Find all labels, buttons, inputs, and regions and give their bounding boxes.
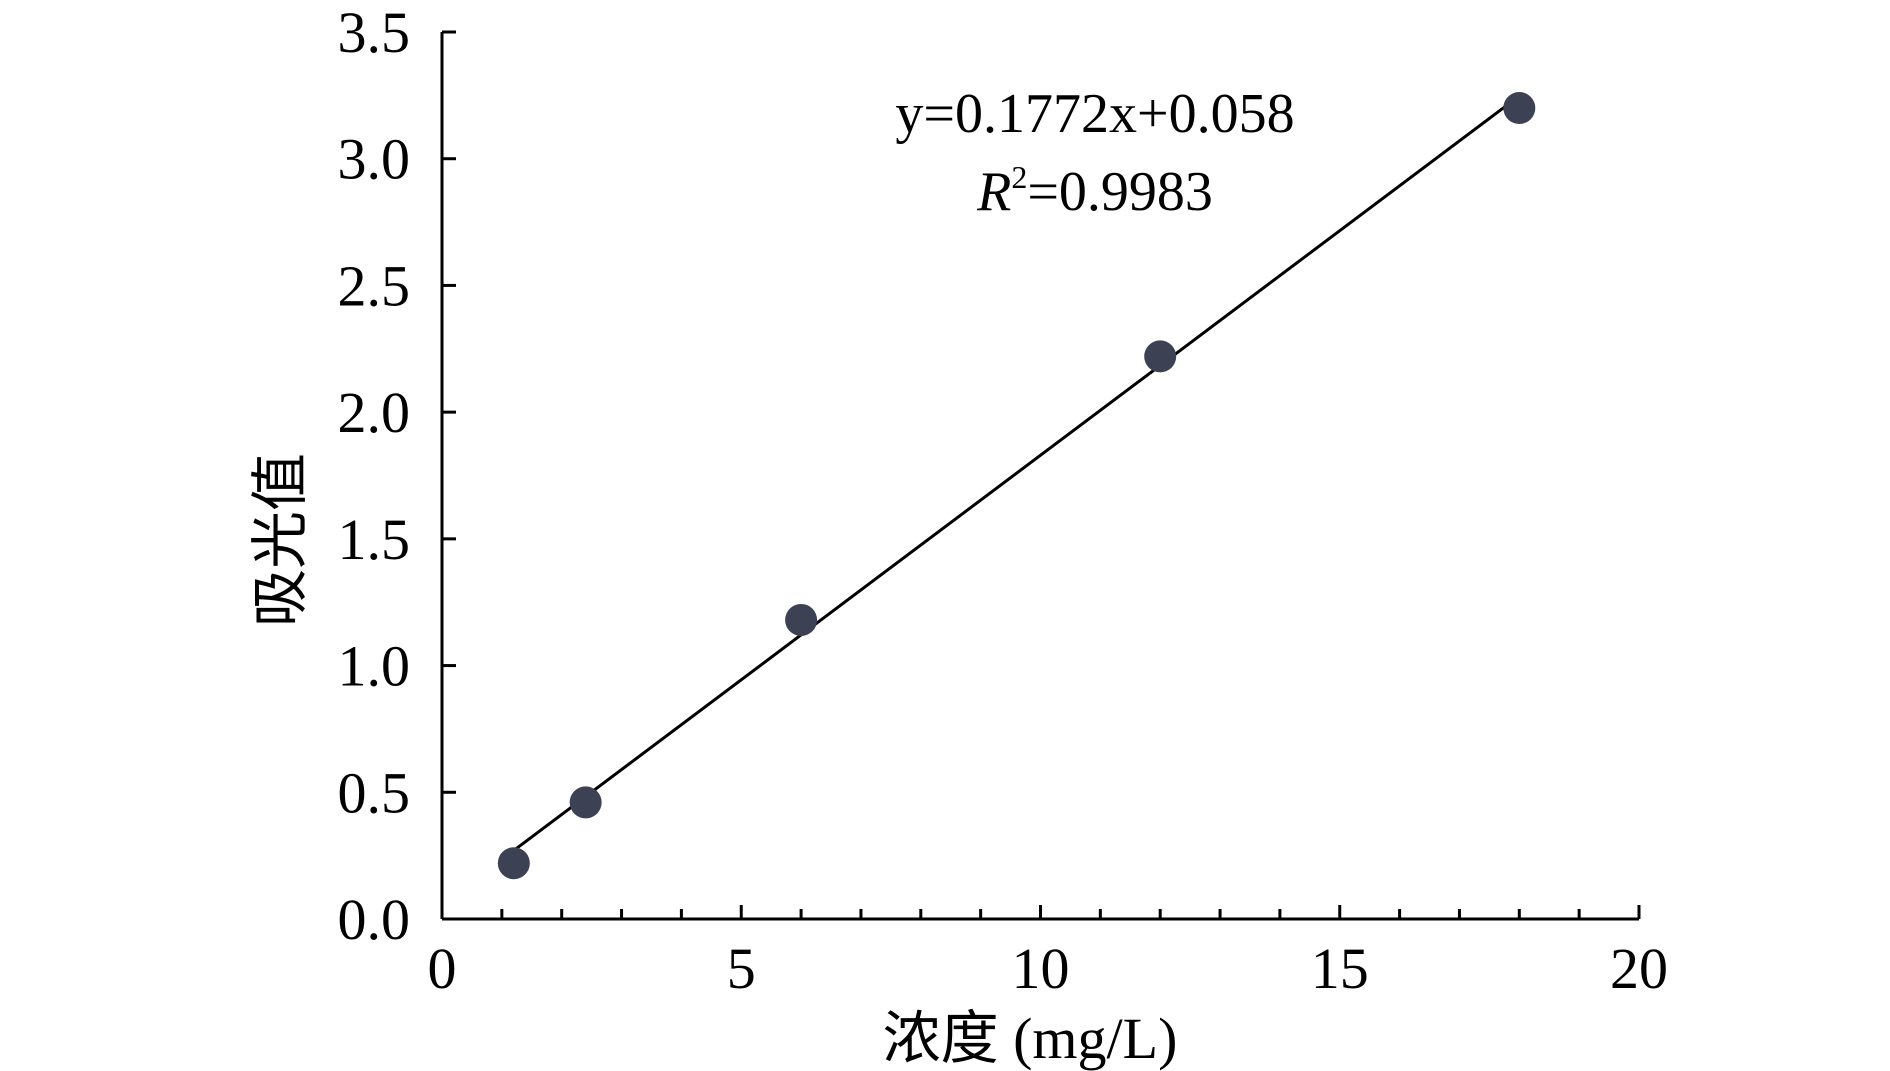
x-axis-title: 浓度 (mg/L)	[883, 1006, 1178, 1071]
r-squared-value: =0.9983	[1027, 161, 1213, 223]
y-tick-label: 3.0	[338, 127, 411, 192]
data-point	[1144, 340, 1177, 373]
data-point	[497, 847, 530, 880]
data-points	[497, 92, 1536, 880]
y-tick-label: 0.0	[338, 887, 411, 952]
r-squared: R2=0.9983	[976, 159, 1213, 223]
x-tick-label: 20	[1610, 936, 1668, 1001]
y-tick-label: 0.5	[338, 760, 411, 825]
y-axis-title: 吸光值	[248, 453, 313, 627]
trend-equation: y=0.1772x+0.058	[895, 83, 1294, 145]
y-tick-label: 3.5	[338, 0, 411, 65]
x-tick-label: 15	[1311, 936, 1369, 1001]
data-point	[1503, 92, 1536, 125]
tick-labels: 0 5 10 15 20 0.0 0.5 1.0 1.5 2.0 2.5 3.0 3.5	[338, 0, 1669, 1001]
r-squared-power: 2	[1011, 159, 1027, 195]
y-tick-label: 1.5	[338, 507, 411, 572]
y-tick-label: 2.5	[338, 253, 411, 318]
y-tick-label: 2.0	[338, 380, 411, 445]
x-tick-label: 5	[727, 936, 756, 1001]
x-tick-label: 10	[1012, 936, 1070, 1001]
y-tick-label: 1.0	[338, 634, 411, 699]
r-squared-symbol: R	[976, 161, 1011, 223]
trendline-group	[512, 94, 1521, 852]
data-point	[569, 786, 602, 819]
data-point	[785, 603, 818, 636]
trendline	[512, 94, 1521, 852]
ticks	[442, 30, 1641, 919]
x-tick-label: 0	[428, 936, 457, 1001]
